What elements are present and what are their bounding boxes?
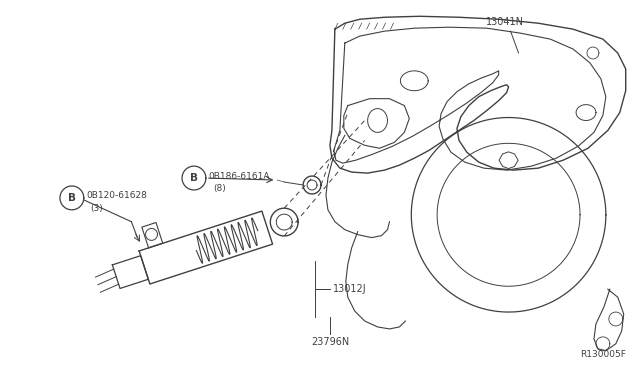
Text: 13012J: 13012J [333,284,367,294]
Text: 0B120-61628: 0B120-61628 [87,192,148,201]
Text: B: B [68,193,76,203]
Text: 13041N: 13041N [486,17,524,27]
Text: (3): (3) [91,204,104,213]
Text: 0B186-6161A: 0B186-6161A [209,171,270,180]
Text: B: B [190,173,198,183]
Text: R130005F: R130005F [580,350,626,359]
Text: (8): (8) [213,185,225,193]
Text: 23796N: 23796N [311,337,349,347]
